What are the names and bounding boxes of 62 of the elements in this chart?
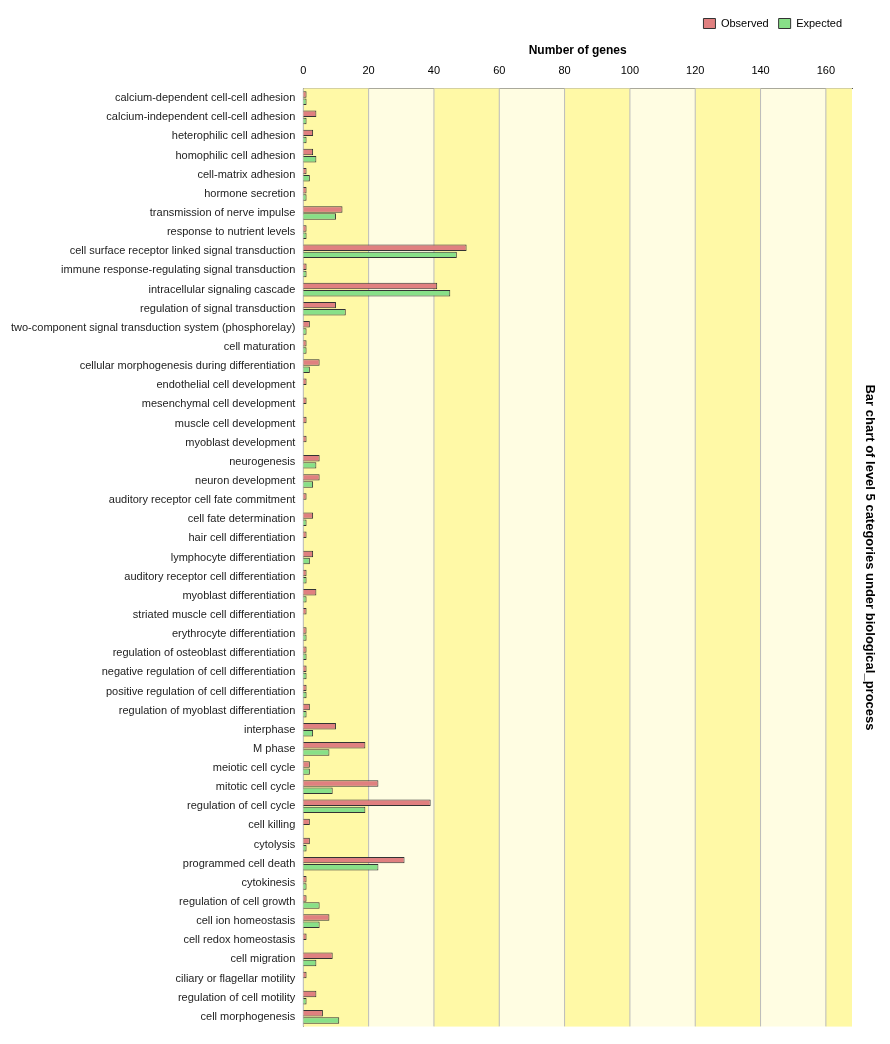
y-tick-label: regulation of signal transduction (139, 301, 296, 314)
y-tick-label: hair cell differentiation (188, 531, 296, 544)
legend-label: Expected (796, 16, 843, 29)
y-tick-label: neurogenesis (229, 454, 296, 467)
text: Bar chart of level 5 categories under biological_process (863, 384, 879, 731)
y-tick-label: intracellular signaling cascade (148, 282, 296, 295)
y-tick-label: response to nutrient levels (166, 225, 296, 238)
y-tick-label: erythrocyte differentiation (172, 627, 296, 640)
y-tick-label: cell maturation (223, 340, 296, 352)
y-tick-label: cell surface receptor linked signal transduction (69, 244, 296, 257)
x-tick-label: 100 (620, 64, 640, 77)
x-tick-label: 120 (686, 64, 705, 77)
y-tick-label: auditory receptor cell fate commitment (108, 493, 296, 506)
y-tick-label: myoblast differentiation (182, 588, 296, 601)
x-tick-label: 60 (493, 64, 506, 77)
x-tick-label: 40 (427, 64, 441, 77)
legend-label: Observed (720, 16, 769, 29)
y-tick-label: immune response-regulating signal transduction (61, 263, 296, 276)
y-tick-label: regulation of cell cycle (187, 799, 296, 812)
y-tick-label: cell killing (248, 818, 296, 831)
y-tick-label: cell redox homeostasis (183, 933, 296, 946)
y-tick-label: mesenchymal cell development (141, 397, 296, 410)
y-tick-label: calcium-independent cell-cell adhesion (106, 110, 296, 123)
y-tick-label: regulation of osteoblast differentiation (112, 646, 296, 659)
y-tick-label: negative regulation of cell differentiation (101, 665, 296, 678)
x-tick-label: 140 (751, 64, 770, 77)
y-tick-label: M phase (253, 741, 296, 754)
y-tick-label: regulation of myoblast differentiation (118, 703, 296, 716)
y-tick-label: hormone secretion (204, 186, 296, 199)
x-tick-label: 160 (816, 64, 836, 77)
y-tick-label: myoblast development (185, 435, 296, 448)
y-tick-label: cytolysis (253, 837, 296, 850)
y-tick-label: regulation of cell motility (177, 990, 296, 1003)
y-tick-label: cell morphogenesis (200, 1009, 296, 1022)
y-tick-label: muscle cell development (174, 416, 296, 429)
x-tick-label: 0 (300, 64, 307, 77)
y-tick-label: lymphocyte differentiation (170, 550, 296, 563)
x-tick-label: 20 (362, 64, 375, 77)
y-tick-label: striated muscle cell differentiation (132, 607, 296, 620)
x-axis-title: Number of genes (528, 42, 627, 57)
y-tick-label: cell fate determination (187, 512, 296, 525)
y-tick-label: cell-matrix adhesion (197, 167, 296, 180)
y-tick-label: cell ion homeostasis (196, 914, 296, 927)
y-tick-label: neuron development (195, 473, 296, 486)
y-tick-label: endothelial cell development (156, 378, 296, 391)
y-tick-label: mitotic cell cycle (215, 780, 296, 793)
y-tick-label: homophilic cell adhesion (175, 148, 296, 161)
y-tick-label: auditory receptor cell differentiation (124, 569, 296, 582)
y-tick-label: cytokinesis (241, 875, 296, 888)
y-tick-label: positive regulation of cell differentiation (105, 684, 296, 697)
y-tick-label: calcium-dependent cell-cell adhesion (114, 91, 296, 104)
y-tick-label: cell migration (230, 952, 296, 965)
y-tick-label: cellular morphogenesis during differentiation (79, 359, 296, 372)
y-tick-label: transmission of nerve impulse (149, 206, 296, 219)
y-tick-label: regulation of cell growth (179, 895, 296, 908)
y-tick-label: meiotic cell cycle (212, 761, 296, 774)
y-tick-label: programmed cell death (182, 856, 296, 869)
y-tick-label: heterophilic cell adhesion (171, 129, 296, 142)
y-tick-label: interphase (243, 722, 296, 735)
x-tick-label: 80 (558, 64, 571, 77)
y-tick-label: ciliary or flagellar motility (175, 971, 296, 984)
y-tick-label: two-component signal transduction system (phosphorelay) (11, 320, 296, 333)
